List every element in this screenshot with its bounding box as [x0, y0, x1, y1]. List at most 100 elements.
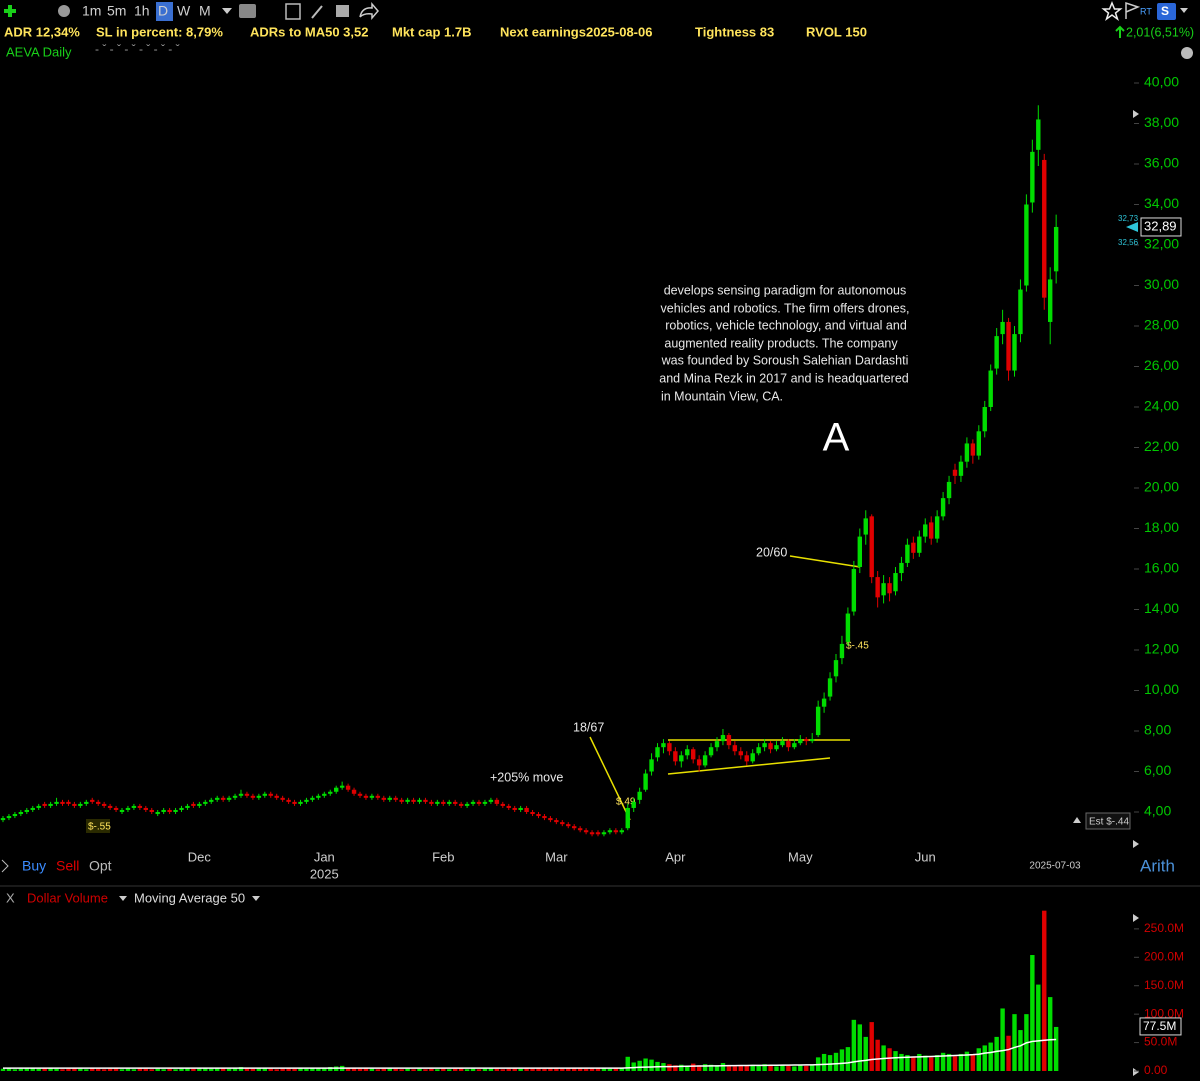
- volume-bar: [1042, 910, 1047, 1071]
- chart-settings[interactable]: - ˇ - ˇ - ˇ - ˇ - ˇ - ˇ: [95, 42, 180, 56]
- tool-icon[interactable]: [336, 5, 349, 17]
- volume-bar: [934, 1055, 940, 1071]
- interval-button[interactable]: D: [158, 3, 168, 19]
- candle-body: [554, 820, 559, 823]
- candle-body: [280, 797, 285, 800]
- candle-body: [298, 801, 303, 804]
- earnings-marker[interactable]: $.49: [616, 797, 636, 808]
- volume-bar: [274, 1069, 279, 1071]
- volume-bar: [131, 1069, 137, 1071]
- dropdown[interactable]: [222, 8, 232, 14]
- volume-bar: [72, 1068, 77, 1071]
- tool-icon[interactable]: [239, 4, 256, 18]
- volume-bar: [435, 1069, 440, 1071]
- candle-body: [78, 803, 83, 806]
- earnings-marker[interactable]: $-.45: [846, 641, 869, 652]
- volume-bar: [298, 1068, 303, 1071]
- candle-body: [119, 809, 125, 812]
- volume-bar: [30, 1068, 35, 1071]
- candle-body: [482, 801, 488, 804]
- candle-body: [334, 787, 339, 792]
- candle-body: [155, 812, 160, 815]
- dropdown[interactable]: [1180, 8, 1188, 13]
- sell-button[interactable]: Sell: [56, 858, 79, 874]
- badge-rt[interactable]: RT: [1140, 6, 1152, 16]
- candle-body: [1030, 151, 1035, 203]
- info-item: ADRs to MA50 3,52: [250, 24, 368, 39]
- side-label: 32,73: [1118, 214, 1139, 223]
- volume-bar: [167, 1068, 172, 1071]
- volume-bar: [774, 1066, 779, 1071]
- badge-s[interactable]: S: [1161, 4, 1169, 18]
- tool-icon[interactable]: [311, 5, 323, 19]
- volume-bar: [250, 1068, 256, 1071]
- candle-body: [274, 795, 279, 798]
- volume-bar: [155, 1068, 160, 1071]
- candle-body: [673, 751, 678, 762]
- volume-bar: [500, 1069, 505, 1071]
- candle-body: [417, 799, 422, 802]
- volume-bar: [328, 1067, 333, 1071]
- interval-button[interactable]: 5m: [107, 3, 126, 19]
- candle-body: [768, 743, 773, 750]
- candle-body: [506, 805, 511, 808]
- interval-button[interactable]: M: [199, 3, 211, 19]
- buy-button[interactable]: Buy: [22, 858, 46, 874]
- last-price-box: [1140, 217, 1182, 237]
- candle-body: [256, 795, 262, 798]
- candle-body: [12, 814, 18, 817]
- star-icon[interactable]: [1101, 1, 1123, 21]
- badge[interactable]: [1157, 3, 1176, 20]
- volume-bar: [572, 1067, 577, 1071]
- candle-body: [798, 739, 803, 744]
- settings-icon[interactable]: [1181, 47, 1193, 59]
- volume-bar: [12, 1069, 18, 1071]
- interval-button[interactable]: 1h: [134, 3, 150, 19]
- indicator-name[interactable]: Dollar Volume: [27, 890, 108, 905]
- candle-body: [875, 577, 880, 598]
- scale-mode[interactable]: Arith: [1140, 856, 1175, 875]
- volume-bar: [185, 1068, 190, 1071]
- candle-body: [595, 832, 601, 835]
- dropdown[interactable]: [252, 896, 260, 901]
- scroll-icon[interactable]: [1, 859, 9, 873]
- candle-body: [583, 830, 589, 833]
- candle-body: [661, 743, 666, 748]
- volume-bar: [363, 1068, 369, 1071]
- volume-bar: [268, 1068, 273, 1071]
- indicator-name[interactable]: Moving Average 50: [134, 890, 245, 905]
- interval-button[interactable]: W: [177, 3, 191, 19]
- options-button[interactable]: Opt: [89, 858, 112, 874]
- tool-icon[interactable]: [58, 5, 70, 17]
- earnings-box: [86, 819, 110, 833]
- candle-body: [1000, 321, 1005, 335]
- y-tick-label: 22,00: [1144, 438, 1179, 454]
- tool-icon[interactable]: [285, 3, 301, 20]
- candle-body: [572, 826, 577, 829]
- volume-bar: [399, 1069, 404, 1071]
- candle-body: [6, 816, 12, 819]
- volume-bar: [1000, 1008, 1005, 1071]
- volume-bar: [119, 1069, 125, 1071]
- volume-bar: [994, 1036, 999, 1071]
- candle-body: [30, 807, 35, 810]
- flag-icon[interactable]: [1125, 1, 1141, 19]
- volume-bar: [673, 1065, 678, 1071]
- tool-icon[interactable]: [359, 1, 379, 21]
- volume-bar: [923, 1055, 928, 1071]
- candle-body: [863, 518, 868, 535]
- candle-body: [435, 801, 440, 804]
- candle-body: [84, 801, 89, 804]
- volume-bar: [821, 1053, 827, 1071]
- ratio-label: 18/67: [573, 720, 604, 734]
- add-icon[interactable]: [4, 5, 16, 17]
- volume-bar: [1030, 955, 1035, 1071]
- candle-body: [244, 793, 250, 796]
- volume-bar: [78, 1068, 83, 1071]
- dropdown[interactable]: [119, 896, 127, 901]
- interval-button[interactable]: 1m: [82, 3, 101, 19]
- close-button[interactable]: X: [6, 890, 15, 905]
- candle-body: [607, 830, 613, 833]
- volume-bar: [988, 1042, 993, 1071]
- earnings-marker[interactable]: $-.55: [88, 822, 111, 833]
